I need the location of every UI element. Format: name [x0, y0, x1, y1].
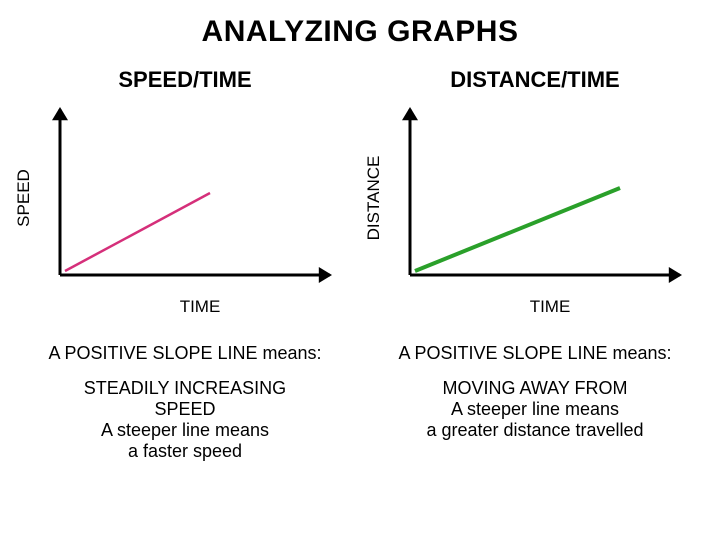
left-slope-line: [65, 193, 210, 271]
left-result-line2: SPEED: [84, 399, 286, 420]
left-column: SPEED/TIME SPEED TIME A POSITIVE SLOPE L…: [20, 67, 350, 462]
right-result-line3: A steeper line means: [426, 399, 643, 420]
right-y-arrow-icon: [402, 107, 418, 120]
right-result: MOVING AWAY FROM A steeper line means a …: [426, 378, 643, 441]
right-slope-line: [415, 188, 620, 271]
left-result-line3: A steeper line means: [84, 420, 286, 441]
right-x-arrow-icon: [669, 267, 682, 283]
right-graph: [380, 103, 690, 283]
right-graph-title: DISTANCE/TIME: [450, 67, 619, 93]
left-y-axis-label: SPEED: [14, 169, 34, 227]
right-column: DISTANCE/TIME DISTANCE TIME A POSITIVE S…: [370, 67, 700, 462]
left-result: STEADILY INCREASING SPEED A steeper line…: [84, 378, 286, 462]
left-result-line1: STEADILY INCREASING: [84, 378, 286, 399]
columns: SPEED/TIME SPEED TIME A POSITIVE SLOPE L…: [20, 67, 700, 462]
left-means-text: A POSITIVE SLOPE LINE means:: [48, 343, 321, 364]
right-graph-wrap: DISTANCE: [380, 103, 690, 293]
left-result-line4: a faster speed: [84, 441, 286, 462]
left-graph: [30, 103, 340, 283]
page-title: ANALYZING GRAPHS: [20, 15, 700, 49]
right-means-text: A POSITIVE SLOPE LINE means:: [398, 343, 671, 364]
right-x-axis-label: TIME: [380, 297, 690, 317]
right-result-line4: a greater distance travelled: [426, 420, 643, 441]
left-graph-title: SPEED/TIME: [118, 67, 251, 93]
right-result-line1: MOVING AWAY FROM: [426, 378, 643, 399]
left-x-axis-label: TIME: [30, 297, 340, 317]
left-graph-wrap: SPEED: [30, 103, 340, 293]
left-x-arrow-icon: [319, 267, 332, 283]
left-y-arrow-icon: [52, 107, 68, 120]
right-y-axis-label: DISTANCE: [364, 156, 384, 241]
